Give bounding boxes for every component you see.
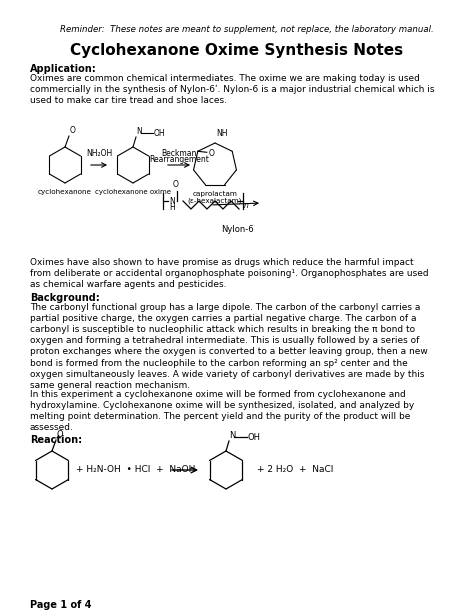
Text: Page 1 of 4: Page 1 of 4: [30, 600, 91, 610]
Text: Oximes have also shown to have promise as drugs which reduce the harmful impact
: Oximes have also shown to have promise a…: [30, 258, 428, 289]
Text: NH: NH: [216, 129, 228, 138]
Text: H: H: [169, 202, 175, 211]
Text: Rearrangement: Rearrangement: [149, 155, 209, 164]
Text: cyclohexanone: cyclohexanone: [38, 189, 92, 195]
Text: (ε-hexalactam): (ε-hexalactam): [188, 198, 242, 205]
Text: Beckman: Beckman: [161, 149, 197, 158]
Text: Nylon-6: Nylon-6: [221, 225, 253, 234]
Text: cyclohexanone oxime: cyclohexanone oxime: [95, 189, 171, 195]
Text: NH₂OH: NH₂OH: [86, 149, 112, 158]
Text: + 2 H₂O  +  NaCl: + 2 H₂O + NaCl: [257, 465, 333, 474]
Text: The carbonyl functional group has a large dipole. The carbon of the carbonyl car: The carbonyl functional group has a larg…: [30, 303, 428, 390]
Text: OH: OH: [154, 129, 165, 137]
Text: Background:: Background:: [30, 293, 100, 303]
Text: N: N: [229, 431, 236, 440]
Text: caprolactam: caprolactam: [192, 191, 237, 197]
Text: O: O: [209, 149, 215, 158]
Text: Reaction:: Reaction:: [30, 435, 82, 445]
Text: Application:: Application:: [30, 64, 97, 74]
Text: O: O: [57, 430, 64, 439]
Text: OH: OH: [248, 433, 261, 441]
Text: Oximes are common chemical intermediates. The oxime we are making today is used
: Oximes are common chemical intermediates…: [30, 74, 435, 105]
Text: N: N: [169, 197, 175, 205]
Text: In this experiment a cyclohexanone oxime will be formed from cyclohexanone and
h: In this experiment a cyclohexanone oxime…: [30, 390, 414, 432]
Text: Cyclohexanone Oxime Synthesis Notes: Cyclohexanone Oxime Synthesis Notes: [71, 43, 403, 58]
Text: O: O: [173, 180, 179, 189]
Text: O: O: [70, 126, 76, 135]
Text: N: N: [136, 127, 142, 136]
Text: Reminder:  These notes are meant to supplement, not replace, the laboratory manu: Reminder: These notes are meant to suppl…: [60, 25, 434, 34]
Text: + H₂N-OH  • HCl  +  NaOH: + H₂N-OH • HCl + NaOH: [76, 465, 195, 474]
Text: n: n: [244, 200, 249, 210]
